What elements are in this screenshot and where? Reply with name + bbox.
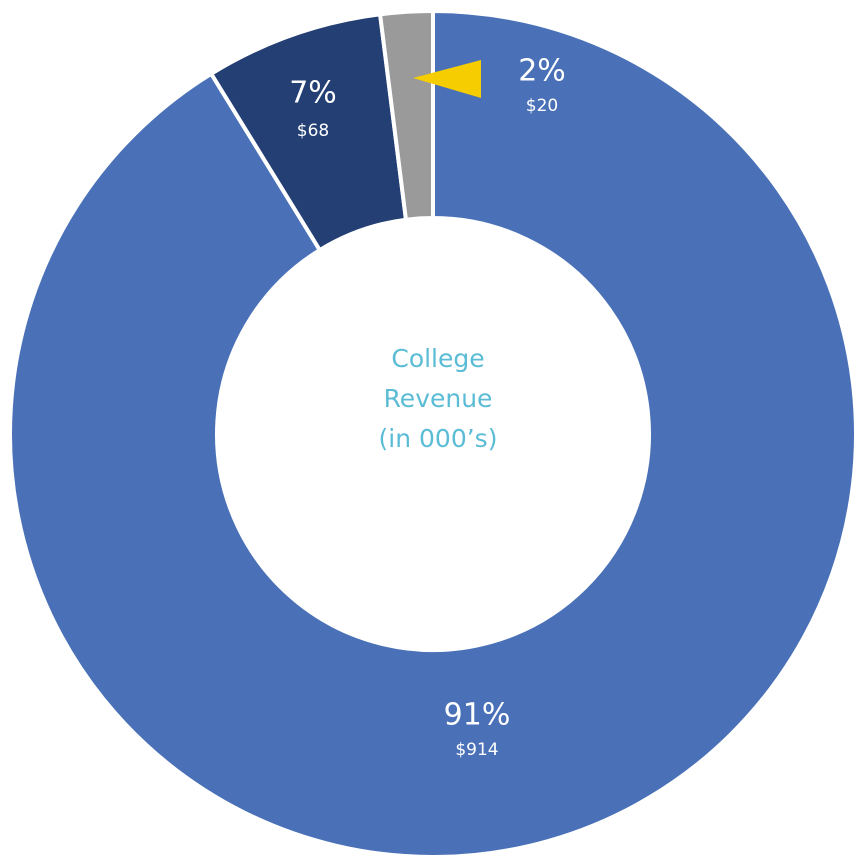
percent-label: 91% [444,698,511,733]
center-title: Revenue [384,384,493,413]
donut-slice [8,8,857,859]
pointer-arrow [413,60,481,98]
value-label: $20 [526,96,558,116]
donut-slice [377,8,435,222]
value-label: $914 [455,740,498,760]
percent-label: 7% [289,76,337,111]
center-title: (in 000’s) [379,424,498,453]
center-title: College [391,344,484,373]
percent-label: 2% [518,54,566,89]
value-label: $68 [297,121,329,141]
